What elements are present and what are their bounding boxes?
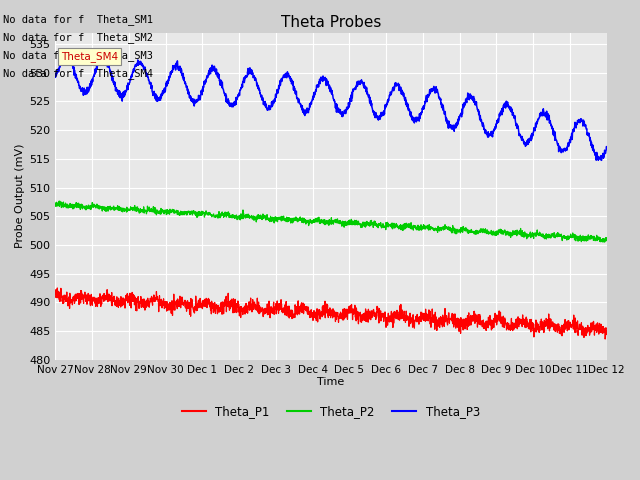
Legend: Theta_P1, Theta_P2, Theta_P3: Theta_P1, Theta_P2, Theta_P3: [177, 400, 484, 422]
Text: No data for f  Theta_SM3: No data for f Theta_SM3: [3, 50, 153, 61]
Y-axis label: Probe Output (mV): Probe Output (mV): [15, 144, 25, 248]
Text: No data for f  Theta_SM4: No data for f Theta_SM4: [3, 68, 153, 79]
Text: No data for f  Theta_SM2: No data for f Theta_SM2: [3, 32, 153, 43]
Text: No data for f  Theta_SM1: No data for f Theta_SM1: [3, 13, 153, 24]
Text: Theta_SM4: Theta_SM4: [61, 51, 118, 62]
Title: Theta Probes: Theta Probes: [281, 15, 381, 30]
X-axis label: Time: Time: [317, 377, 344, 387]
